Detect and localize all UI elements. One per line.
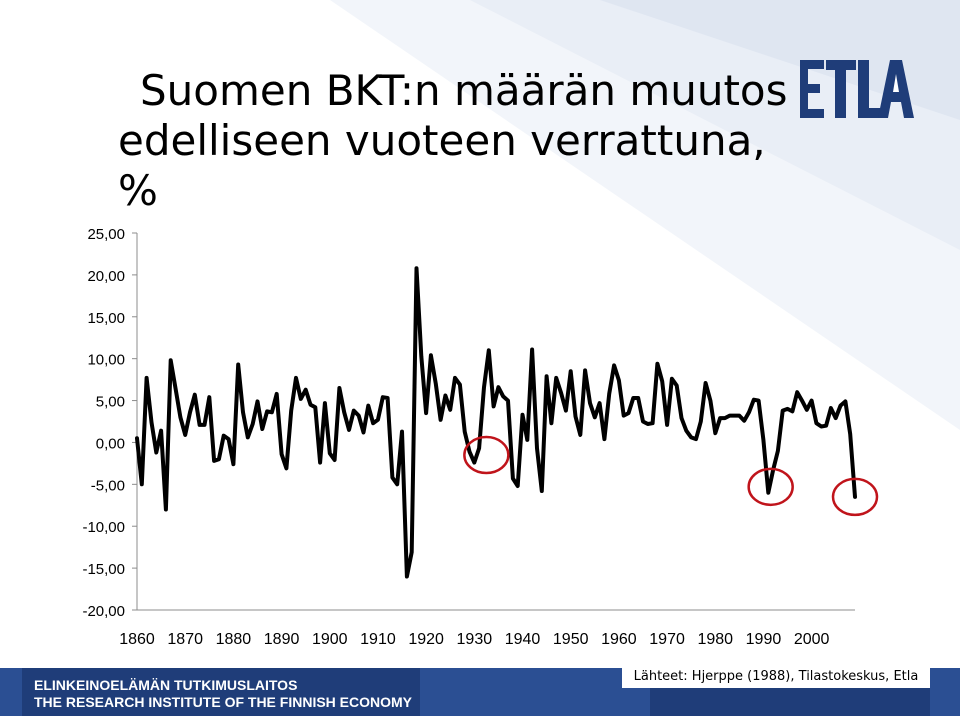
institute-name-english: THE RESEARCH INSTITUTE OF THE FINNISH EC… — [34, 694, 413, 710]
y-tick-label: 10,00 — [87, 352, 125, 369]
x-tick-label: 1950 — [553, 631, 589, 648]
highlight-group — [463, 435, 879, 517]
x-tick-label: 1920 — [408, 631, 444, 648]
x-tick-label: 1940 — [505, 631, 541, 648]
title-line-2: edelliseen vuoteen verrattuna, % — [118, 116, 766, 215]
x-tick-label: 1960 — [601, 631, 637, 648]
etla-logo — [800, 60, 914, 118]
y-tick-label: -10,00 — [82, 519, 125, 536]
series-group — [135, 266, 857, 579]
footer-stripe — [0, 668, 22, 716]
x-tick-label: 2000 — [794, 631, 830, 648]
sources-note: Lähteet: Hjerppe (1988), Tilastokeskus, … — [622, 666, 930, 688]
x-tick-label: 1900 — [312, 631, 348, 648]
y-tick-label: 5,00 — [96, 394, 125, 411]
highlight-circle — [747, 467, 794, 507]
x-tick-label: 1930 — [457, 631, 493, 648]
footer-stripe — [420, 668, 650, 716]
highlight-circle — [463, 435, 510, 475]
highlight-circle — [831, 477, 879, 517]
x-tick-label: 1870 — [167, 631, 203, 648]
y-tick-label: 25,00 — [87, 226, 125, 243]
x-tick-label: 1990 — [746, 631, 782, 648]
series-line — [135, 266, 857, 579]
x-tick-label: 1860 — [119, 631, 155, 648]
title-line-1: Suomen BKT:n määrän muutos — [140, 66, 788, 115]
y-tick-label: 20,00 — [87, 268, 125, 285]
y-tick-label: -5,00 — [91, 477, 125, 494]
institute-name-finnish: ELINKEINOELÄMÄN TUTKIMUSLAITOS — [34, 677, 298, 693]
x-tick-label: 1880 — [216, 631, 252, 648]
y-tick-label: 15,00 — [87, 310, 125, 327]
footer-stripe — [930, 668, 960, 716]
y-axis: 25,00 20,00 15,00 10,00 5,00 0,00 -5,00 -10,00 -… — [82, 226, 138, 620]
x-tick-label: 1910 — [360, 631, 396, 648]
x-tick-label: 1980 — [697, 631, 733, 648]
x-axis: 1860 1870 1880 1890 1900 1910 1920 1930 1940 1950… — [119, 609, 855, 648]
page-title: Suomen BKT:n määrän muutos edelliseen vu… — [118, 66, 818, 216]
y-tick-label: 0,00 — [96, 435, 125, 452]
x-tick-label: 1890 — [264, 631, 300, 648]
x-tick-label: 1970 — [649, 631, 685, 648]
institute-name: ELINKEINOELÄMÄN TUTKIMUSLAITOS THE RESEA… — [34, 677, 412, 711]
y-tick-label: -15,00 — [82, 561, 125, 578]
y-tick-label: -20,00 — [82, 603, 125, 620]
